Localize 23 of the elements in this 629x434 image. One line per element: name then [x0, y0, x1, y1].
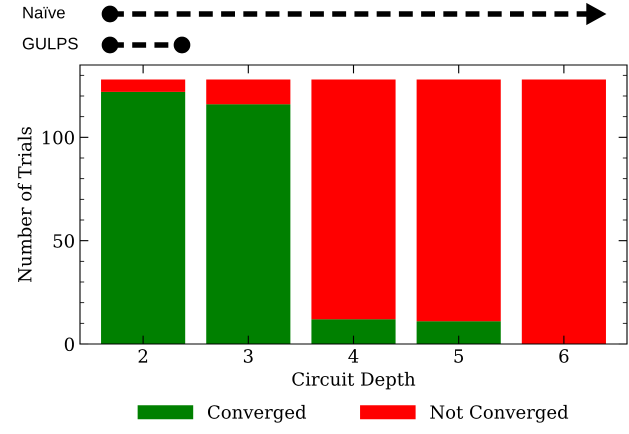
y-tick-label: 0: [64, 337, 74, 352]
text: GULPS: [22, 38, 78, 50]
x-axis-title: Circuit Depth: [292, 372, 416, 390]
bar: [416, 79, 501, 322]
bar: [416, 321, 501, 344]
x-tick-label: 6: [559, 349, 568, 363]
bar: [101, 92, 186, 344]
legend-label: Not Converged: [430, 404, 568, 423]
bar: [101, 79, 186, 92]
x-tick-label: 2: [138, 349, 148, 363]
y-tick-label: 50: [54, 234, 74, 248]
x-tick-label: 5: [454, 349, 464, 363]
bar: [311, 79, 396, 320]
x-tick-label: 4: [348, 349, 358, 363]
bar: [206, 104, 290, 344]
text: Naïve: [23, 6, 65, 18]
x-tick-label: 3: [244, 349, 253, 363]
bar: [311, 319, 396, 344]
y-tick-label: 100: [42, 130, 74, 144]
bar: [522, 79, 606, 344]
bar: [206, 79, 290, 104]
legend-label: Converged: [208, 404, 306, 423]
y-axis-title: Number of Trials: [18, 127, 32, 282]
